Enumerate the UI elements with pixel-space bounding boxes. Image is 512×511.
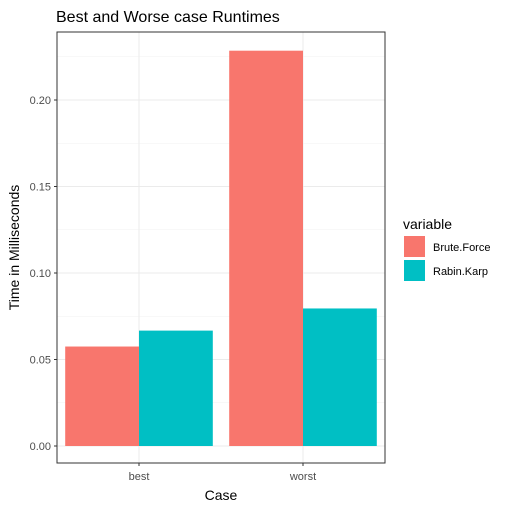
- bars: [65, 50, 377, 446]
- y-tick-label: 0.15: [30, 182, 51, 194]
- y-tick-label: 0.10: [30, 268, 51, 280]
- axes: 0.00 0.05 0.10 0.15 0.20 best worst: [30, 95, 317, 483]
- bar-brute-force-best: [65, 346, 139, 446]
- y-axis-title: Time in Milliseconds: [6, 185, 22, 311]
- chart-title: Best and Worse case Runtimes: [56, 9, 280, 26]
- legend-title: variable: [403, 216, 452, 232]
- x-tick-label: best: [129, 471, 150, 483]
- legend-label: Rabin.Karp: [433, 266, 488, 278]
- legend: variable Brute.Force Rabin.Karp: [403, 216, 490, 281]
- legend-key-rabin-karp: [404, 260, 425, 281]
- bar-rabin-karp-worst: [303, 308, 377, 446]
- x-axis-title: Case: [205, 487, 238, 503]
- legend-label: Brute.Force: [433, 242, 490, 254]
- y-tick-label: 0.20: [30, 95, 51, 107]
- x-tick-label: worst: [289, 471, 316, 483]
- y-tick-label: 0.05: [30, 355, 51, 367]
- plot-panel-border: [56, 31, 386, 464]
- legend-key-brute-force: [404, 236, 425, 257]
- y-tick-label: 0.00: [30, 441, 51, 453]
- bar-brute-force-worst: [229, 50, 303, 446]
- bar-rabin-karp-best: [139, 330, 213, 446]
